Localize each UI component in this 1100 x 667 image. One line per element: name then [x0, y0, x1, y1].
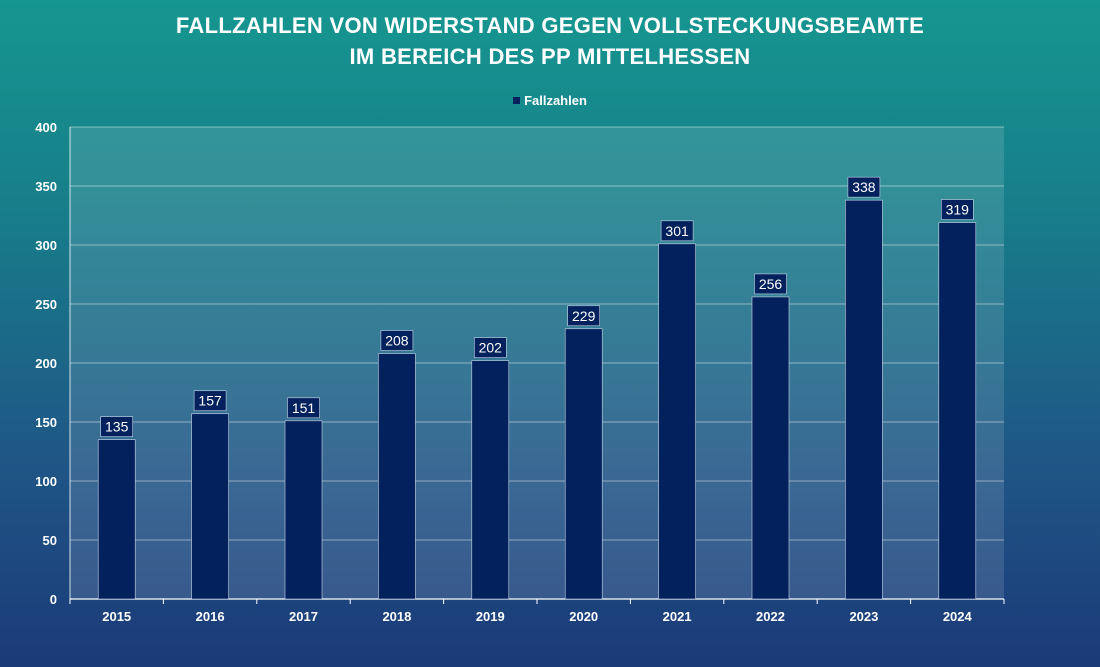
- y-tick-label: 300: [35, 238, 57, 253]
- y-tick-label: 150: [35, 415, 57, 430]
- x-tick-label: 2019: [476, 609, 505, 624]
- bar: [284, 420, 323, 600]
- data-label: 202: [479, 340, 503, 356]
- data-label: 319: [946, 202, 970, 218]
- x-tick-label: 2017: [289, 609, 318, 624]
- data-label-box: [940, 199, 974, 220]
- bar: [471, 360, 510, 600]
- data-label-box: [847, 176, 881, 198]
- data-label-box: [473, 337, 507, 358]
- data-label-box: [287, 397, 320, 419]
- y-tick-label: 350: [35, 179, 57, 194]
- y-tick-label: 100: [35, 474, 57, 489]
- y-tick-label: 400: [35, 120, 57, 135]
- bar: [845, 199, 883, 600]
- data-label: 338: [852, 179, 876, 195]
- y-tick-label: 0: [50, 592, 57, 607]
- bar: [97, 439, 136, 600]
- data-label: 208: [385, 333, 409, 349]
- x-tick-label: 2016: [196, 609, 225, 624]
- y-tick-label: 200: [35, 356, 57, 371]
- bar: [938, 222, 977, 600]
- chart-title: FALLZAHLEN VON WIDERSTAND GEGEN VOLLSTEC…: [0, 10, 1100, 72]
- x-tick-label: 2021: [663, 609, 692, 624]
- data-label-box: [660, 220, 694, 242]
- chart-legend: Fallzahlen: [0, 93, 1100, 108]
- legend-label: Fallzahlen: [524, 93, 587, 108]
- x-tick-label: 2020: [569, 609, 598, 624]
- bar: [191, 413, 229, 600]
- y-tick-label: 50: [43, 533, 57, 548]
- data-label-box: [380, 330, 414, 351]
- data-label: 157: [198, 393, 222, 409]
- data-label-box: [100, 416, 133, 438]
- bar: [564, 328, 603, 600]
- x-tick-label: 2024: [943, 609, 973, 624]
- data-label: 135: [105, 419, 129, 435]
- legend-swatch: [513, 97, 521, 104]
- data-label: 229: [572, 308, 596, 324]
- data-label-box: [193, 390, 227, 412]
- bar: [378, 353, 416, 600]
- data-label-box: [754, 273, 787, 295]
- x-tick-label: 2023: [849, 609, 878, 624]
- chart-title-line2: IM BEREICH DES PP MITTELHESSEN: [349, 44, 751, 69]
- x-tick-label: 2022: [756, 609, 785, 624]
- data-label: 256: [759, 276, 783, 292]
- data-label: 301: [665, 223, 689, 239]
- data-label: 151: [292, 400, 316, 416]
- x-tick-label: 2018: [382, 609, 411, 624]
- bar: [751, 296, 790, 600]
- bar: [658, 243, 696, 600]
- x-tick-label: 2015: [102, 609, 131, 624]
- data-label-box: [567, 305, 601, 327]
- y-tick-label: 250: [35, 297, 57, 312]
- chart-title-line1: FALLZAHLEN VON WIDERSTAND GEGEN VOLLSTEC…: [175, 13, 925, 38]
